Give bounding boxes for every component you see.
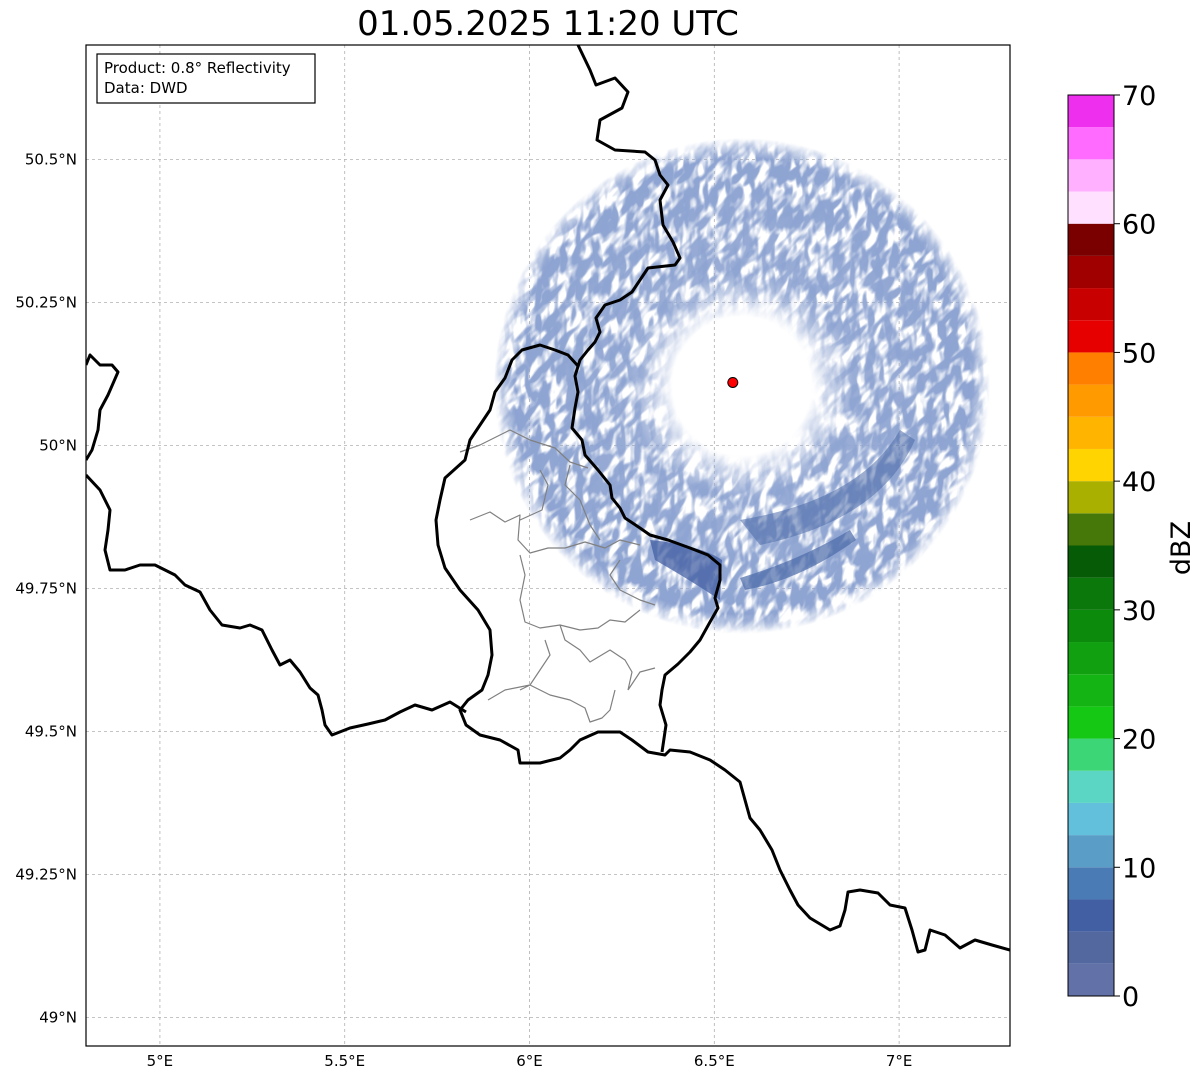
colorbar-tick-label: 40 [1122,467,1156,498]
lon-tick-label: 5.5°E [324,1052,365,1070]
colorbar-segment [1068,642,1114,675]
longitude-tick-labels: 5°E 5.5°E 6°E 6.5°E 7°E [147,1052,913,1070]
lon-tick-label: 5°E [147,1052,174,1070]
colorbar-segment [1068,545,1114,578]
radar-site-marker [727,376,739,388]
lat-tick-label: 50°N [39,436,77,454]
lon-tick-label: 7°E [886,1052,913,1070]
colorbar-tick-label: 30 [1122,596,1156,627]
lat-tick-label: 49.75°N [15,579,77,597]
colorbar-segment [1068,577,1114,610]
colorbar-segment [1068,159,1114,192]
colorbar-segment [1068,931,1114,964]
colorbar-unit-label: dBZ [1166,521,1197,575]
colorbar-segment [1068,609,1114,643]
colorbar-segment [1068,802,1114,836]
colorbar-segment [1068,738,1114,771]
colorbar-segment [1068,835,1114,868]
lat-tick-label: 50.5°N [25,150,77,168]
colorbar-segment [1068,127,1114,160]
lat-tick-label: 49°N [39,1008,77,1026]
colorbar-tick-label: 70 [1122,81,1156,112]
colorbar-segment [1068,320,1114,353]
colorbar-frame [1067,94,1115,997]
country-border [86,353,120,461]
data-source-label: Data: DWD [104,79,188,97]
lat-tick-label: 49.25°N [15,865,77,883]
lon-tick-label: 6°E [516,1052,543,1070]
colorbar-segment [1068,770,1114,803]
colorbar: 0 10 20 30 40 50 60 70 dBZ [1067,81,1197,1013]
colorbar-segment [1068,513,1114,546]
colorbar-segment [1068,674,1114,707]
colorbar-segment [1068,223,1114,256]
map-frame [85,44,1011,1047]
colorbar-segment [1068,255,1114,289]
colorbar-segment [1068,706,1114,739]
colorbar-tick-label: 10 [1122,853,1156,884]
admin-boundary [459,429,656,723]
colorbar-segment [1068,384,1114,417]
colorbar-segment [1068,867,1114,900]
colorbar-segment [1068,899,1114,932]
latitude-tick-labels: 49°N 49.25°N 49.5°N 49.75°N 50°N 50.25°N 50.5°… [15,150,77,1026]
borders [86,45,1010,954]
colorbar-segment [1068,481,1114,514]
country-border [434,343,1010,954]
colorbar-tick-label: 0 [1122,982,1139,1013]
product-info-box: Product: 0.8° Reflectivity Data: DWD [96,53,316,104]
colorbar-segment [1068,352,1114,385]
colorbar-tick-label: 50 [1122,338,1156,369]
lon-tick-label: 6.5°E [694,1052,735,1070]
colorbar-segment [1068,416,1114,449]
colorbar-tick-label: 20 [1122,725,1156,756]
product-label: Product: 0.8° Reflectivity [104,59,291,77]
map-title: 01.05.2025 11:20 UTC [357,4,739,44]
country-border [570,45,722,753]
colorbar-segment [1068,191,1114,224]
lat-tick-label: 49.5°N [25,722,77,740]
colorbar-segment [1068,288,1114,321]
lat-tick-label: 50.25°N [15,293,77,311]
colorbar-segment [1068,95,1114,128]
country-border [86,473,467,737]
colorbar-segment [1068,963,1114,996]
radar-echo-field [494,138,990,634]
colorbar-segment [1068,448,1114,482]
colorbar-tick-label: 60 [1122,210,1156,241]
